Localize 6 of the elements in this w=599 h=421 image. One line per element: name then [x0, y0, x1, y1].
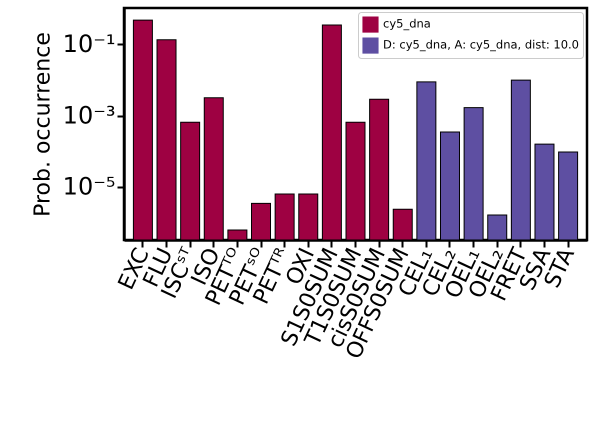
y-tick-label: 10⁻³ [62, 101, 116, 130]
y-tick-label: 10⁻¹ [62, 30, 116, 58]
legend-label: D: cy5_dna, A: cy5_dna, dist: 10.0 [383, 38, 579, 52]
y-axis-title: Prob. occurrence [30, 32, 56, 217]
legend-label: cy5_dna [383, 16, 431, 30]
y-tick-label: 10⁻⁵ [62, 172, 116, 201]
